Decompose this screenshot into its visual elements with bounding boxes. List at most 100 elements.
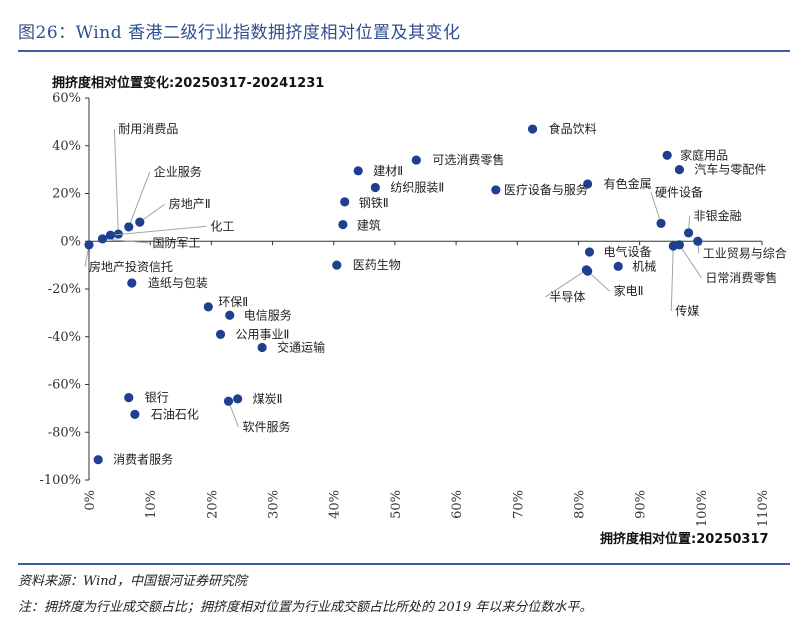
data-point	[656, 218, 666, 228]
data-point	[584, 247, 595, 257]
data-point	[223, 396, 234, 406]
point-label: 消费者服务	[113, 452, 173, 467]
point-label: 国防军工	[152, 235, 200, 250]
data-point	[105, 230, 116, 240]
data-point	[491, 185, 501, 195]
data-point	[130, 409, 140, 419]
point-label: 造纸与包装	[148, 276, 208, 290]
point-label: 汽车与零配件	[694, 162, 766, 177]
point-label: 家电Ⅱ	[614, 283, 644, 298]
x-tick-label: 20%	[205, 490, 220, 519]
point-leader-line	[678, 244, 702, 279]
y-tick-label: -100%	[39, 473, 81, 488]
point-label: 非银金融	[694, 208, 742, 223]
data-point	[662, 150, 672, 160]
data-point	[127, 278, 137, 288]
x-tick-label: 50%	[389, 490, 404, 519]
y-tick-label: -80%	[48, 425, 81, 440]
bottom-divider	[18, 563, 790, 565]
point-label: 交通运输	[277, 339, 325, 354]
point-label: 纺织服装Ⅱ	[390, 181, 444, 195]
data-point	[257, 342, 267, 353]
point-label: 银行	[145, 391, 169, 405]
data-point	[124, 222, 134, 232]
data-point	[527, 124, 538, 134]
point-leader-line	[102, 238, 149, 244]
point-label: 软件服务	[242, 419, 290, 434]
y-tick-label: 20%	[52, 187, 81, 202]
point-label: 耐用消费品	[118, 122, 178, 136]
point-leader-line	[113, 129, 119, 235]
x-tick-label: 70%	[511, 490, 526, 519]
point-label: 医疗设备与服务	[504, 182, 588, 197]
x-tick-label: 100%	[695, 490, 710, 527]
point-label: 房地产Ⅱ	[169, 196, 211, 211]
data-point	[135, 217, 145, 227]
point-label: 医药生物	[353, 258, 401, 272]
y-tick-label: 0%	[60, 234, 81, 249]
point-label: 建筑	[357, 218, 381, 233]
point-label: 企业服务	[154, 164, 202, 179]
data-point	[215, 329, 226, 339]
point-label: 电信服务	[244, 307, 292, 322]
point-label: 硬件设备	[655, 185, 703, 199]
point-label: 家庭用品	[680, 147, 728, 162]
data-point	[411, 155, 421, 165]
figure-title: 图26：Wind 香港二级行业指数拥挤度相对位置及其变化	[18, 23, 461, 43]
x-tick-label: 30%	[267, 490, 282, 519]
point-label: 环保Ⅱ	[218, 295, 248, 309]
data-point	[613, 261, 623, 271]
data-point	[340, 197, 350, 207]
x-tick-label: 80%	[572, 490, 587, 519]
title-divider	[18, 50, 790, 52]
chart-title: 拥挤度相对位置变化:20250317-20241231	[52, 76, 325, 91]
footnote: 注：拥挤度为行业成交额占比；拥挤度相对位置为行业成交额占比所处的 2019 年以…	[18, 600, 593, 615]
data-point	[668, 241, 678, 251]
source-note: 资料来源：Wind，中国银河证券研究院	[18, 574, 247, 589]
point-leader-line	[110, 225, 207, 236]
point-label: 石油石化	[151, 407, 199, 421]
x-tick-label: 90%	[634, 490, 649, 519]
point-label: 有色金属	[604, 176, 652, 191]
x-tick-label: 60%	[450, 490, 465, 519]
x-tick-label: 10%	[144, 490, 159, 519]
point-label: 机械	[632, 258, 656, 273]
data-point	[233, 394, 243, 404]
point-label: 钢铁Ⅱ	[359, 196, 389, 210]
point-label: 房地产投资信托	[89, 259, 173, 274]
data-point	[693, 236, 703, 246]
x-tick-label: 40%	[328, 490, 343, 519]
point-leader-line	[670, 246, 674, 312]
data-point	[370, 182, 380, 193]
point-leader-line	[587, 270, 610, 292]
point-leader-line	[545, 269, 587, 298]
data-point	[124, 393, 134, 403]
data-point	[332, 260, 342, 270]
data-point	[203, 302, 213, 312]
point-label: 公用事业Ⅱ	[236, 327, 290, 341]
point-label: 可选消费零售	[432, 152, 504, 167]
point-leader-line	[128, 171, 151, 228]
point-label: 煤炭Ⅱ	[253, 392, 283, 406]
point-label: 传媒	[675, 303, 699, 318]
data-point	[93, 455, 103, 465]
point-label: 半导体	[549, 290, 585, 304]
point-label: 建材Ⅱ	[373, 164, 403, 178]
data-point	[683, 228, 694, 238]
point-leader-line	[139, 203, 166, 223]
data-point	[583, 179, 593, 189]
y-tick-label: -40%	[48, 330, 81, 345]
y-tick-label: -20%	[48, 282, 81, 297]
point-label: 食品饮料	[549, 121, 597, 136]
point-leader-line	[650, 192, 662, 224]
data-point	[338, 219, 348, 230]
y-tick-label: 60%	[52, 91, 81, 106]
x-axis-label: 拥挤度相对位置:20250317	[600, 532, 769, 547]
data-point	[581, 265, 592, 275]
data-point	[97, 234, 108, 244]
point-leader-line	[228, 401, 239, 428]
point-label: 电气设备	[603, 244, 651, 259]
point-label: 日常消费零售	[705, 270, 777, 285]
data-point	[225, 310, 235, 320]
data-point	[353, 166, 363, 176]
